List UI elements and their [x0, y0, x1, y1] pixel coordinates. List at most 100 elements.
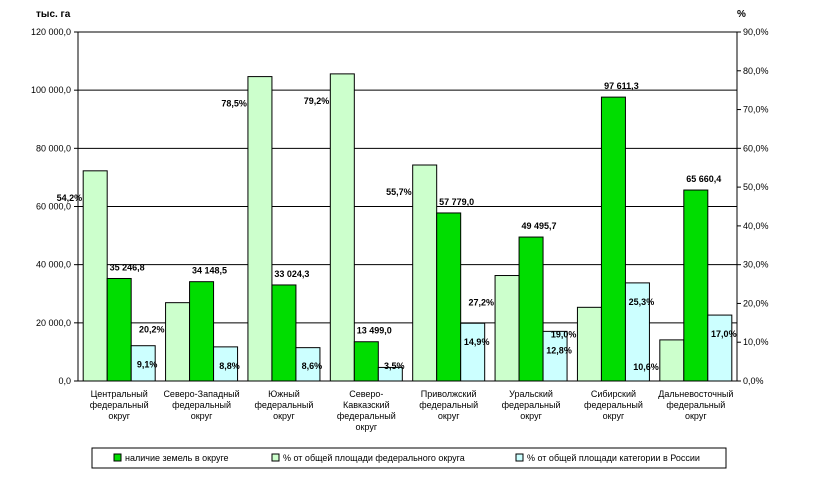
data-label: 34 148,5: [192, 266, 227, 276]
data-label: 35 246,8: [110, 262, 145, 272]
data-label: 55,7%: [386, 187, 412, 197]
right-tick-label: 40,0%: [743, 221, 769, 231]
data-label: 54,2%: [57, 193, 83, 203]
legend-label: наличие земель в округе: [125, 453, 229, 463]
left-tick-label: 0,0: [58, 376, 71, 386]
category-label: Центральный: [91, 389, 148, 399]
category-label: федеральный: [90, 400, 149, 410]
bar: [460, 322, 486, 382]
bar: [576, 306, 602, 382]
legend-label: % от общей площади категории в России: [527, 453, 700, 463]
bar: [659, 339, 685, 382]
legend-swatch: [113, 453, 122, 462]
bar: [271, 284, 297, 382]
right-tick-label: 90,0%: [743, 27, 769, 37]
category-label: Южный: [268, 389, 300, 399]
bar: [189, 281, 215, 382]
data-label: 19,0%: [551, 329, 577, 339]
bar-groups: [82, 73, 733, 382]
category-label: федеральный: [254, 400, 313, 410]
data-label: 14,9%: [464, 337, 490, 347]
legend-label: % от общей площади федерального округа: [283, 453, 465, 463]
bar-group: [329, 73, 403, 382]
data-label: 8,6%: [302, 361, 323, 371]
bar: [295, 347, 321, 382]
left-axis: 0,0 20 000,0 40 000,0 60 000,0 80 000,0 100 0…: [31, 27, 78, 386]
category-label: округ: [273, 411, 295, 421]
bar: [82, 170, 108, 382]
category-label: округ: [108, 411, 130, 421]
category-label: федеральный: [337, 411, 396, 421]
data-label: 57 779,0: [439, 197, 474, 207]
bar-group: [576, 96, 650, 382]
left-tick-label: 40 000,0: [36, 260, 71, 270]
data-label: 17,0%: [711, 329, 737, 339]
data-label: 3,5%: [384, 361, 405, 371]
bar: [436, 212, 462, 382]
category-label: округ: [685, 411, 707, 421]
bar: [106, 277, 132, 382]
legend-swatch: [515, 453, 524, 462]
bar: [353, 341, 379, 382]
data-label: 79,2%: [304, 96, 330, 106]
legend-swatch: [271, 453, 280, 462]
bar-group: [82, 170, 156, 382]
category-label: Дальневосточный: [658, 389, 733, 399]
data-label: 20,2%: [139, 325, 165, 335]
right-axis-unit: %: [737, 9, 746, 20]
bar: [247, 76, 273, 382]
bar-group: [412, 164, 486, 382]
bar: [542, 330, 568, 382]
right-tick-label: 80,0%: [743, 66, 769, 76]
category-label: Кавказский: [343, 400, 390, 410]
category-labels: ЦентральныйфедеральныйокругСеверо-Западн…: [90, 389, 734, 432]
right-tick-label: 70,0%: [743, 105, 769, 115]
legend: наличие земель в округе % от общей площад…: [91, 447, 727, 469]
category-label: округ: [438, 411, 460, 421]
category-label: Уральский: [509, 389, 553, 399]
bar-group: [247, 76, 321, 382]
data-label: 33 024,3: [274, 269, 309, 279]
data-label: 12,8%: [546, 345, 572, 355]
bar: [683, 189, 709, 382]
bar: [412, 164, 438, 382]
data-label: 9,1%: [137, 360, 158, 370]
category-label: федеральный: [172, 400, 231, 410]
bar: [600, 96, 626, 382]
category-label: федеральный: [666, 400, 725, 410]
bar-group: [165, 281, 239, 382]
left-tick-label: 80 000,0: [36, 143, 71, 153]
category-label: Северо-Западный: [163, 389, 239, 399]
bar: [329, 73, 355, 382]
data-label: 65 660,4: [686, 174, 721, 184]
data-label: 78,5%: [221, 99, 247, 109]
left-tick-label: 100 000,0: [31, 85, 71, 95]
bar-group: [494, 236, 568, 382]
right-tick-label: 10,0%: [743, 337, 769, 347]
category-label: Северо-: [349, 389, 383, 399]
category-label: округ: [520, 411, 542, 421]
right-tick-label: 20,0%: [743, 298, 769, 308]
data-label: 25,3%: [629, 297, 655, 307]
category-label: округ: [355, 422, 377, 432]
left-tick-label: 120 000,0: [31, 27, 71, 37]
data-label: 10,6%: [633, 362, 659, 372]
data-labels: 54,2% 35 246,8 9,1% 20,2% 34 148,5 8,8% 78,5% 3…: [57, 81, 737, 372]
bar: [518, 236, 544, 382]
legend-box: [91, 447, 727, 469]
data-label: 97 611,3: [604, 81, 639, 91]
left-axis-unit: тыс. га: [36, 9, 71, 20]
category-label: федеральный: [584, 400, 643, 410]
right-tick-label: 60,0%: [743, 143, 769, 153]
left-tick-label: 60 000,0: [36, 202, 71, 212]
category-label: округ: [603, 411, 625, 421]
data-label: 8,8%: [219, 361, 240, 371]
data-label: 49 495,7: [522, 221, 557, 231]
gridlines: [78, 31, 737, 324]
category-label: федеральный: [502, 400, 561, 410]
bar-group: [659, 189, 733, 382]
right-axis: 0,0% 10,0% 20,0% 30,0% 40,0% 50,0% 60,0% 70,0% 8…: [737, 27, 769, 386]
category-label: Приволжский: [421, 389, 477, 399]
category-label: федеральный: [419, 400, 478, 410]
